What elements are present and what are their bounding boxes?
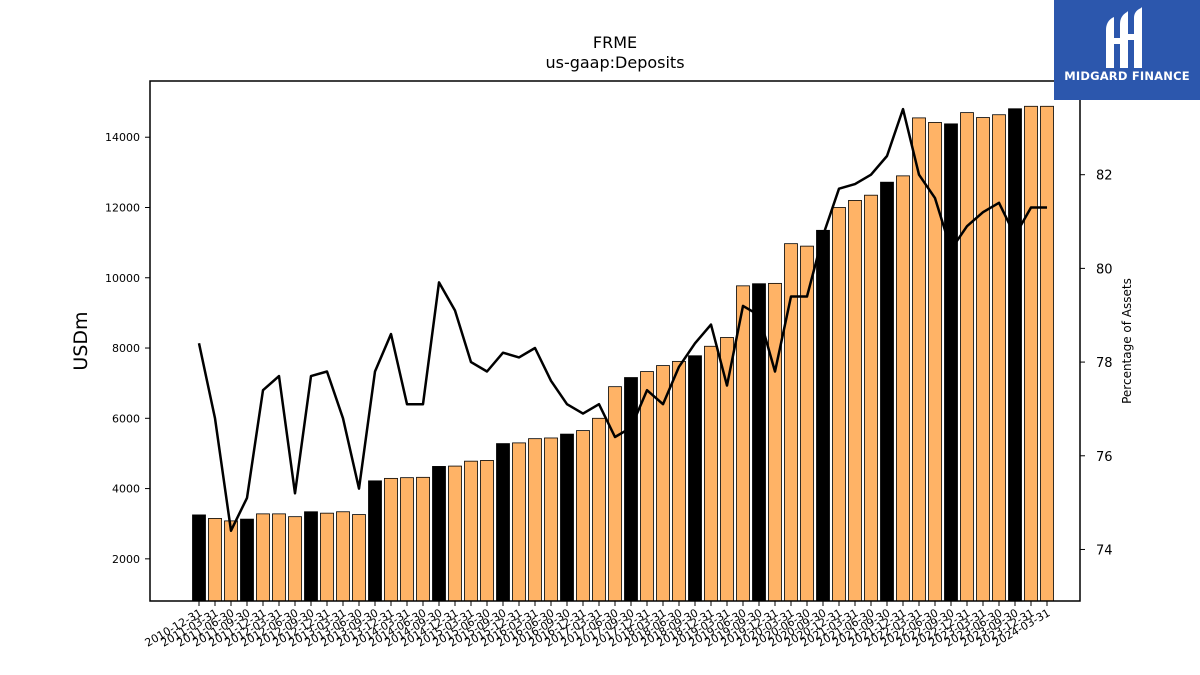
bar-2011-09-30 (240, 518, 254, 602)
bar-2012-12-31 (320, 512, 334, 602)
bar-2015-12-31 (512, 442, 526, 602)
bar-2023-12-31 (1024, 105, 1038, 602)
bar-2019-03-31 (720, 337, 734, 602)
bar-2011-03-31 (208, 518, 222, 602)
bar-2020-06-30 (800, 245, 814, 602)
bar-2016-03-31 (528, 438, 542, 602)
y2-axis-label: Percentage of Assets (1120, 278, 1134, 404)
y-tick-label: 4000 (112, 483, 140, 496)
bar-2013-12-31 (384, 477, 398, 602)
bar-2021-12-31 (896, 175, 910, 602)
bar-2013-09-30 (368, 480, 382, 602)
y-axis-left: 2000 4000 6000 8000 10000 12000 14000 (105, 131, 150, 566)
bar-2012-03-31 (272, 513, 286, 602)
bar-2022-03-31 (912, 117, 926, 602)
y-tick-label: 6000 (112, 412, 140, 425)
y-tick-label: 2000 (112, 553, 140, 566)
bar-2021-03-31 (848, 200, 862, 602)
bar-2022-12-31 (960, 112, 974, 602)
bar-2013-03-31 (336, 511, 350, 602)
y-axis-label: USDm (70, 311, 92, 370)
logo-text: MIDGARD FINANCE (1064, 69, 1190, 83)
bar-2015-09-30 (496, 443, 510, 602)
bar-2014-03-31 (400, 477, 414, 602)
y-tick-label: 10000 (105, 272, 140, 285)
logo-mark-icon (1106, 7, 1142, 68)
brand-logo: MIDGARD FINANCE (1054, 0, 1200, 100)
bar-2013-06-30 (352, 514, 366, 602)
bar-2014-09-30 (432, 466, 446, 602)
bar-2017-12-31 (640, 371, 654, 602)
x-axis: 2010-12-312011-03-312011-06-302011-09-30… (143, 601, 1053, 650)
y-axis-right: 74 76 78 80 82 (1080, 169, 1113, 558)
bar-2022-06-30 (928, 122, 942, 602)
bar-2012-06-30 (288, 516, 302, 602)
chart-subtitle: us-gaap:Deposits (545, 53, 684, 72)
bar-2020-09-30 (816, 229, 830, 602)
bar-2014-06-30 (416, 476, 430, 602)
y2-tick-label: 80 (1096, 262, 1113, 277)
bar-2017-03-31 (592, 417, 606, 602)
bar-2016-12-31 (576, 430, 590, 602)
bar-2023-06-30 (992, 114, 1006, 602)
bar-2019-12-31 (768, 282, 782, 602)
bar-2021-06-30 (864, 194, 878, 602)
bar-2022-09-30 (944, 123, 958, 602)
bar-2023-09-30 (1008, 108, 1022, 602)
bar-2017-09-30 (624, 377, 638, 602)
bar-2023-03-31 (976, 117, 990, 602)
bar-2015-03-31 (464, 460, 478, 602)
y2-tick-label: 74 (1096, 543, 1113, 558)
bar-2014-12-31 (448, 465, 462, 602)
bar-2024-03-31 (1040, 105, 1054, 602)
bar-2010-12-31 (192, 514, 206, 602)
bar-2018-09-30 (688, 355, 702, 602)
line-percentage-of-assets (197, 107, 1047, 532)
bar-2016-06-30 (544, 437, 558, 602)
bar-2020-12-31 (832, 207, 846, 602)
bar-2012-09-30 (304, 511, 318, 602)
y2-tick-label: 76 (1096, 450, 1113, 465)
bar-2016-09-30 (560, 433, 574, 602)
y-tick-label: 14000 (105, 131, 140, 144)
bar-2021-09-30 (880, 181, 894, 602)
bar-2018-12-31 (704, 345, 718, 602)
line-layer (197, 107, 1048, 532)
y2-tick-label: 78 (1096, 356, 1113, 371)
bar-2015-06-30 (480, 460, 494, 602)
y-tick-label: 8000 (112, 342, 140, 355)
bar-2011-06-30 (224, 520, 238, 602)
bar-2018-06-30 (672, 360, 686, 602)
chart-title: FRME (593, 33, 637, 52)
y2-tick-label: 82 (1096, 169, 1113, 184)
bar-2017-06-30 (608, 386, 622, 602)
y-tick-label: 12000 (105, 201, 140, 214)
bar-2011-12-31 (256, 513, 270, 602)
